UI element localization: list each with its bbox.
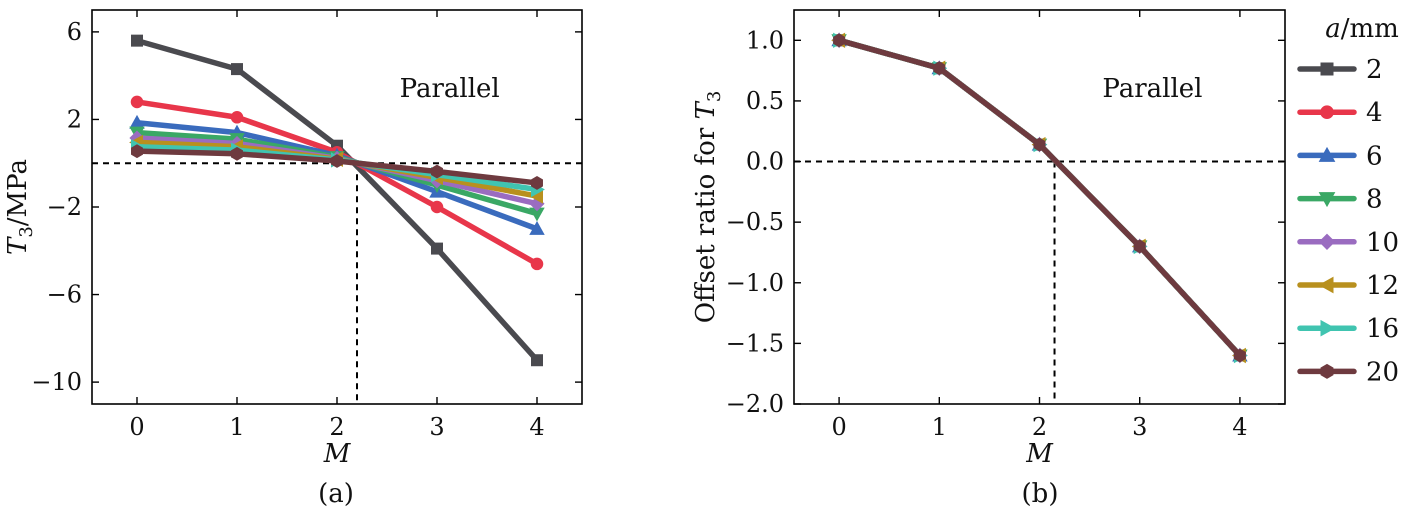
x-axis-label: M bbox=[1025, 439, 1054, 469]
data-point-20 bbox=[331, 154, 343, 168]
y-tick-label: −10 bbox=[31, 368, 82, 396]
y-tick-label: 0.0 bbox=[746, 148, 784, 176]
legend-label: 4 bbox=[1366, 98, 1383, 128]
data-point-20 bbox=[1233, 348, 1246, 363]
data-point-2 bbox=[531, 354, 543, 367]
y-tick-label: −6 bbox=[47, 281, 82, 309]
data-point-20 bbox=[531, 176, 543, 190]
legend-marker bbox=[1318, 233, 1336, 251]
legend-label: 2 bbox=[1366, 55, 1383, 85]
plot-frame bbox=[793, 9, 1286, 405]
legend-entry-10: 10 bbox=[1297, 228, 1399, 258]
x-tick-label: 1 bbox=[932, 413, 947, 441]
legend-marker bbox=[1318, 146, 1336, 162]
x-tick-label: 3 bbox=[1132, 413, 1147, 441]
parallel-annotation: Parallel bbox=[400, 74, 500, 104]
series-20 bbox=[833, 33, 1246, 363]
legend-label: 10 bbox=[1366, 228, 1399, 258]
data-point-2 bbox=[231, 63, 243, 76]
series-2 bbox=[131, 34, 543, 367]
y-tick-label: 6 bbox=[67, 18, 82, 46]
y-axis-label: T3/MPa bbox=[3, 159, 37, 255]
data-point-4 bbox=[530, 257, 544, 271]
data-point-4 bbox=[230, 110, 244, 124]
data-point-20 bbox=[431, 164, 443, 179]
legend-marker bbox=[1320, 319, 1336, 337]
legend-entry-6: 6 bbox=[1297, 141, 1383, 171]
x-tick-label: 2 bbox=[329, 413, 344, 441]
x-tick-label: 0 bbox=[129, 413, 144, 441]
y-tick-label: 0.5 bbox=[746, 87, 784, 115]
x-tick-label: 3 bbox=[429, 413, 444, 441]
x-tick-label: 1 bbox=[229, 413, 244, 441]
data-point-20 bbox=[833, 33, 846, 48]
legend: a/mm 2 4 6 8 10 12 16 20 bbox=[1297, 14, 1399, 387]
data-point-20 bbox=[131, 144, 143, 159]
x-axis-label: M bbox=[323, 439, 352, 469]
legend-label: 20 bbox=[1366, 357, 1399, 387]
x-tick-label: 2 bbox=[1032, 413, 1047, 441]
legend-label: 8 bbox=[1366, 185, 1383, 215]
legend-entry-2: 2 bbox=[1297, 55, 1383, 85]
x-tick-label: 4 bbox=[529, 413, 544, 441]
y-tick-label: −0.5 bbox=[726, 208, 784, 236]
legend-marker bbox=[1318, 192, 1336, 208]
parallel-annotation: Parallel bbox=[1102, 74, 1202, 104]
panel-caption: (a) bbox=[318, 479, 354, 509]
data-point-20 bbox=[1033, 137, 1046, 152]
series-20 bbox=[131, 144, 543, 190]
data-point-4 bbox=[130, 95, 144, 109]
legend-entry-12: 12 bbox=[1297, 271, 1399, 301]
data-point-20 bbox=[933, 61, 946, 76]
panel-caption: (b) bbox=[1022, 479, 1059, 509]
x-tick-label: 0 bbox=[831, 413, 846, 441]
y-tick-label: −1.5 bbox=[726, 329, 784, 357]
y-tick-label: −1.0 bbox=[726, 269, 784, 297]
y-tick-label: 2 bbox=[67, 105, 82, 133]
legend-entry-4: 4 bbox=[1297, 98, 1383, 128]
legend-marker bbox=[1320, 62, 1334, 76]
panel-a: 0 1 2 3 4 6 2 −2 −6 −10 Parallel M (a) T3/MPa bbox=[3, 9, 583, 509]
data-point-2 bbox=[131, 34, 143, 47]
y-tick-label: 1.0 bbox=[746, 26, 784, 54]
legend-entry-8: 8 bbox=[1297, 185, 1383, 215]
panel-b: 0 1 2 3 4 1.0 0.5 0.0 −0.5 −1.0 −1.5 −2.0 Parallel M (… bbox=[691, 9, 1286, 509]
data-point-6 bbox=[529, 220, 545, 235]
x-tick-label: 4 bbox=[1232, 413, 1247, 441]
y-axis-label: Offset ratio for T3 bbox=[691, 91, 725, 324]
data-point-20 bbox=[1133, 239, 1146, 254]
data-point-2 bbox=[431, 242, 443, 255]
legend-marker bbox=[1320, 105, 1334, 119]
legend-entry-16: 16 bbox=[1297, 314, 1399, 344]
y-tick-label: −2.0 bbox=[726, 390, 784, 418]
legend-label: 12 bbox=[1366, 271, 1399, 301]
y-tick-label: −2 bbox=[47, 193, 82, 221]
legend-entry-20: 20 bbox=[1297, 357, 1399, 387]
data-point-20 bbox=[231, 146, 243, 161]
legend-marker bbox=[1318, 276, 1334, 294]
data-point-4 bbox=[430, 200, 444, 214]
legend-label: 16 bbox=[1366, 314, 1399, 344]
legend-marker bbox=[1320, 363, 1334, 379]
legend-label: 6 bbox=[1366, 141, 1383, 171]
legend-title: a/mm bbox=[1325, 14, 1399, 44]
